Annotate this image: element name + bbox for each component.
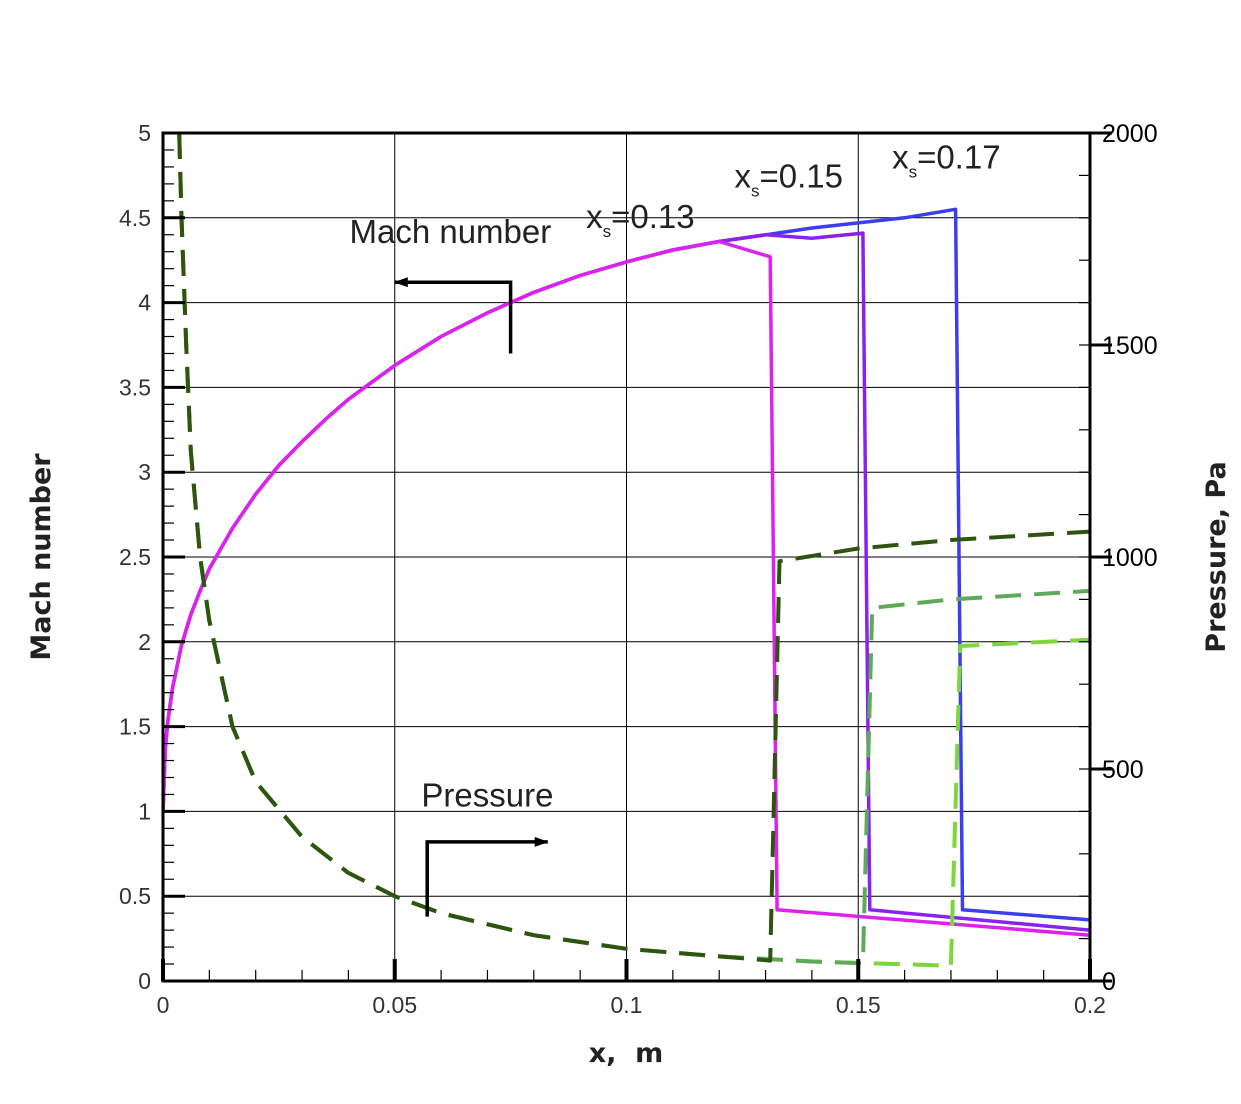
annotation-label: xs=0.15 (734, 157, 843, 200)
series-group (163, 133, 1090, 968)
y-tick-label: 0 (138, 968, 151, 994)
pressure-series-line (177, 133, 1090, 963)
annotation-label: Mach number (349, 213, 551, 250)
x-tick-label: 0.05 (372, 992, 417, 1018)
y2-tick-label: 0 (1102, 968, 1116, 996)
annotation-label: xs=0.13 (586, 198, 695, 241)
annotation-label: xs=0.17 (892, 139, 1001, 182)
y-tick-label: 1 (138, 798, 151, 824)
y-tick-label: 2.5 (119, 544, 151, 570)
y-tick-label: 2 (138, 629, 151, 655)
y2-tick-label: 500 (1102, 756, 1144, 784)
mach-series-line (163, 239, 1090, 937)
annotation-arrow (425, 836, 549, 917)
y2-axis-title: Pressure, Pa (1201, 461, 1232, 652)
y-tick-label: 4.5 (119, 205, 151, 231)
y2-tick-label: 1500 (1102, 332, 1158, 360)
x-tick-label: 0.15 (836, 992, 881, 1018)
annotations: Mach number Pressure xs=0.13 xs=0.15 xs=0.17 (349, 139, 1001, 917)
x-tick-label: 0 (157, 992, 170, 1018)
x-tick-label: 0.2 (1074, 992, 1106, 1018)
grid (163, 133, 1090, 981)
y-tick-label: 0.5 (119, 883, 151, 909)
y2-tick-label: 1000 (1102, 544, 1158, 572)
y-tick-label: 5 (138, 120, 151, 146)
y-tick-label: 3 (138, 459, 151, 485)
x-axis-title: x, m (589, 1038, 664, 1069)
annotation-label: Pressure (421, 776, 553, 813)
y-axis-title: Mach number (26, 453, 57, 661)
ticks: 00.511.522.533.544.550 0.05 0.1 0.15 0.20500… (119, 120, 1158, 1018)
pressure-series-line (177, 133, 1090, 968)
y-tick-label: 1.5 (119, 714, 151, 740)
y-tick-label: 3.5 (119, 374, 151, 400)
annotation-arrow (393, 277, 513, 354)
y-tick-label: 4 (138, 290, 151, 316)
x-tick-label: 0.1 (611, 992, 643, 1018)
y2-tick-label: 2000 (1102, 120, 1158, 148)
